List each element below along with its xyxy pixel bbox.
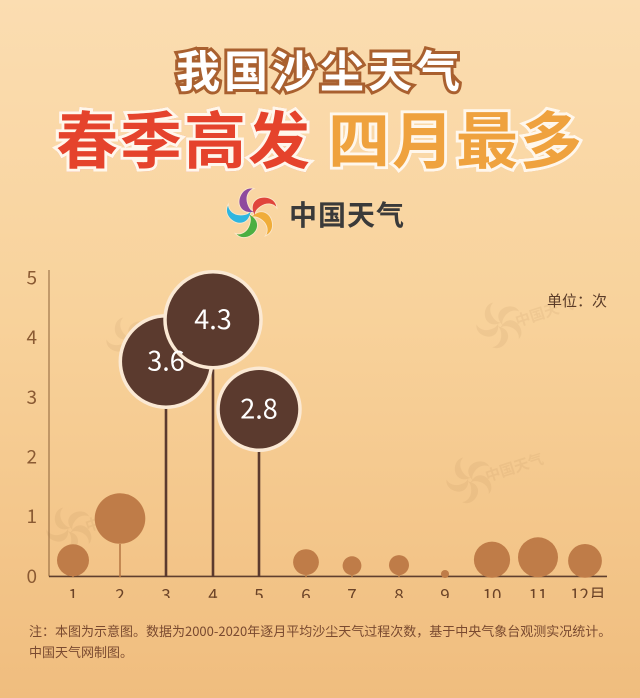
svg-text:3: 3: [161, 581, 170, 598]
svg-text:12月: 12月: [570, 581, 606, 598]
svg-text:0: 0: [26, 562, 37, 589]
svg-text:2: 2: [26, 443, 37, 470]
svg-text:单位：次: 单位：次: [547, 290, 607, 311]
svg-text:2: 2: [115, 581, 124, 598]
svg-text:4: 4: [208, 581, 217, 598]
svg-text:1: 1: [26, 502, 37, 529]
svg-text:5: 5: [254, 581, 263, 598]
svg-text:1: 1: [68, 581, 77, 598]
svg-text:6: 6: [301, 581, 310, 598]
svg-text:2.8: 2.8: [240, 387, 277, 426]
svg-text:3.6: 3.6: [147, 340, 184, 379]
svg-text:4: 4: [26, 323, 37, 350]
svg-text:11: 11: [529, 581, 548, 598]
svg-text:8: 8: [394, 581, 403, 598]
svg-text:5: 5: [26, 264, 37, 291]
svg-text:3: 3: [26, 383, 37, 410]
svg-text:10: 10: [483, 581, 502, 598]
svg-text:7: 7: [347, 581, 356, 598]
svg-text:9: 9: [440, 581, 449, 598]
svg-text:4.3: 4.3: [194, 298, 231, 337]
